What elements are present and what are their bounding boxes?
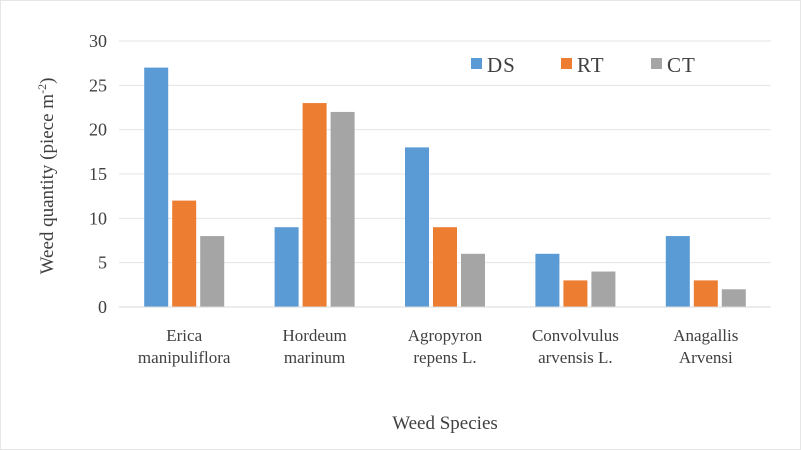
bar-ct [461,253,485,307]
bar-rt [302,103,327,307]
legend-label-rt: RT [577,53,605,77]
bar-rt [433,227,457,307]
y-axis-ticks: 0 5 10 15 20 25 30 [89,31,107,317]
bar-ds [144,67,169,307]
bars [144,67,746,307]
y-tick-label: 0 [98,297,107,317]
y-axis-title: Weed quantity (piece m-2) [35,78,58,275]
bar-ct [721,289,746,307]
x-category-label: arvensis L. [538,348,613,367]
bar-rt [172,200,197,307]
x-category-label: Hordeum [282,326,346,345]
bar-rt [563,280,588,307]
x-category-label: Erica [166,326,202,345]
x-category-label: marinum [284,348,345,367]
legend-swatch-ds [471,58,482,69]
x-axis-categories: Erica manipuliflora Hordeum marinum Agropyro… [138,326,738,367]
bar-ct [330,111,355,307]
x-category-label: Anagallis [673,326,738,345]
x-category-label: Convolvulus [532,326,619,345]
y-tick-label: 10 [89,208,107,228]
bar-ds [274,227,299,307]
bar-ds [535,253,560,307]
y-tick-label: 20 [89,120,107,140]
y-tick-label: 15 [89,164,107,184]
bar-rt [693,280,718,307]
legend-label-ds: DS [487,53,516,77]
legend: DS RT CT [471,53,696,77]
y-tick-label: 5 [98,253,107,273]
x-category-label: repens L. [413,348,476,367]
y-axis-title-superscript: -2 [35,84,49,94]
x-axis-title: Weed Species [392,413,498,434]
bar-ds [665,236,690,307]
y-axis-title-close: ) [37,78,58,84]
legend-label-ct: CT [667,53,696,77]
y-tick-label: 25 [89,75,107,95]
gridlines [119,40,771,264]
x-category-label: Agropyron [408,326,483,345]
bar-ds [405,147,429,307]
y-tick-label: 30 [89,31,107,51]
legend-swatch-rt [561,58,572,69]
bar-ct [591,271,616,307]
x-category-label: manipuliflora [138,348,231,367]
legend-swatch-ct [651,58,662,69]
x-category-label: Arvensi [679,348,733,367]
bar-ct [200,236,225,307]
